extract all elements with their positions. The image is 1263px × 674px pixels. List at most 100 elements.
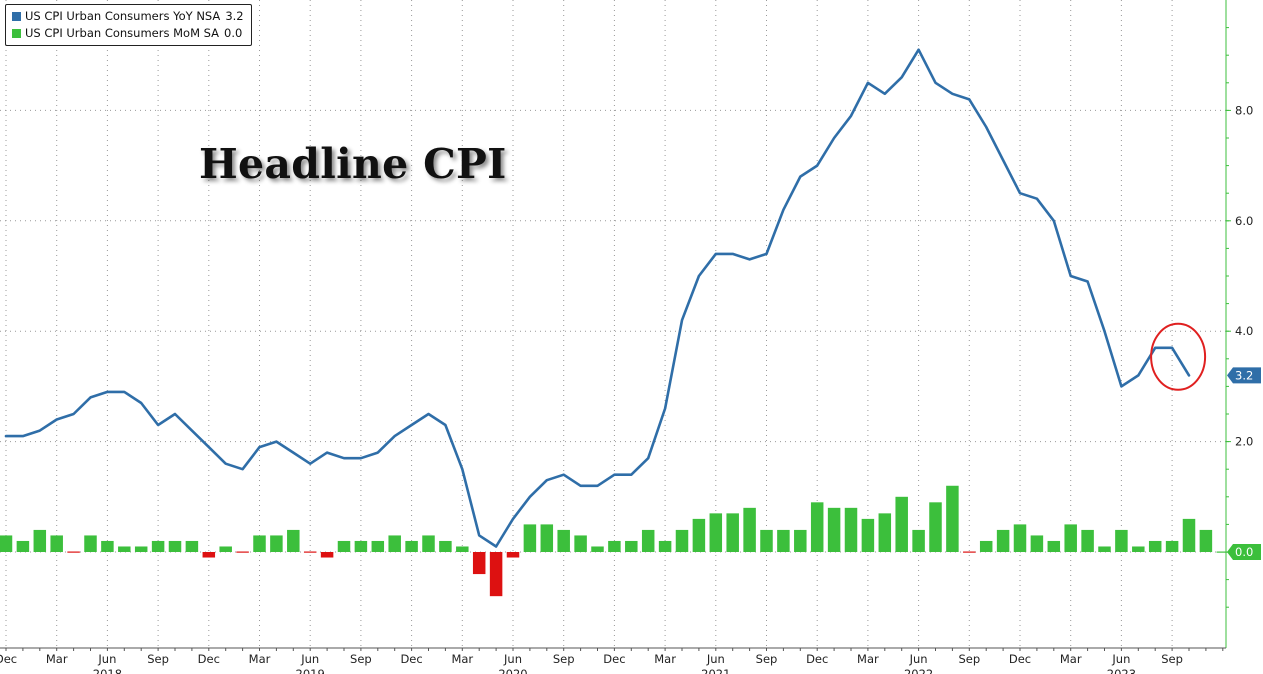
x-tick-label: Mar [857, 652, 879, 666]
mom-bar [709, 513, 723, 552]
x-year-label: 2020 [498, 667, 527, 674]
x-tick-label: Dec [603, 652, 625, 666]
mom-bar [1081, 529, 1094, 552]
x-year-label: 2023 [1107, 667, 1136, 674]
mom-bar [118, 546, 131, 552]
mom-bar [810, 502, 824, 552]
mom-bar [50, 535, 63, 552]
y-tick-label: 8.0 [1235, 103, 1253, 117]
x-tick-label: Sep [553, 652, 575, 666]
mom-bar [1098, 546, 1111, 552]
mom-bar [202, 552, 216, 558]
mom-bar [726, 513, 739, 552]
mom-bar [0, 535, 13, 552]
x-tick-label: Mar [654, 652, 676, 666]
mom-bar [456, 546, 469, 552]
mom-bar [946, 485, 959, 552]
x-tick-label: Sep [756, 652, 778, 666]
y-tick-label: 2.0 [1235, 435, 1253, 449]
x-tick-label: Dec [400, 652, 422, 666]
mom-bar [641, 529, 655, 552]
mom-bar [608, 540, 621, 552]
x-tick-label: Sep [1161, 652, 1183, 666]
mom-bar [472, 552, 486, 575]
mom-bar [337, 540, 351, 552]
annotations [1150, 322, 1207, 391]
badge-mom-last: 0.0 [1227, 544, 1261, 560]
mom-bar [1165, 540, 1179, 552]
mom-bar [1199, 529, 1213, 552]
mom-bar [912, 529, 925, 552]
mom-bar [760, 529, 773, 552]
yoy-line-series [4, 48, 1191, 548]
x-tick-label: Dec [0, 652, 17, 666]
badge-yoy-last: 3.2 [1227, 367, 1261, 384]
x-tick-label: Dec [806, 652, 828, 666]
x-tick-label: Jun [1111, 652, 1130, 666]
yoy-line [4, 48, 1191, 548]
mom-bar [827, 507, 841, 552]
mom-bar [861, 518, 875, 552]
legend-value-mom: 0.0 [224, 26, 243, 40]
mom-bar [996, 529, 1010, 552]
badge-yoy-last-text: 3.2 [1235, 368, 1253, 382]
x-tick-label: Sep [350, 652, 372, 666]
legend: US CPI Urban Consumers YoY NSA 3.2 US CP… [5, 4, 252, 46]
mom-bar [439, 540, 452, 552]
mom-bar [101, 540, 114, 552]
mom-bar [1216, 551, 1230, 553]
legend-swatch-mom [12, 29, 21, 38]
mom-bar [523, 524, 537, 552]
mom-bar [422, 535, 435, 552]
mom-bar [270, 535, 283, 552]
legend-value-yoy: 3.2 [225, 9, 244, 23]
legend-label-yoy: US CPI Urban Consumers YoY NSA [25, 9, 221, 23]
mom-bar [1132, 546, 1145, 552]
legend-swatch-yoy [12, 12, 21, 21]
mom-bar [1047, 540, 1061, 552]
mom-bar [489, 552, 503, 597]
x-tick-label: Mar [46, 652, 68, 666]
mom-bar [777, 529, 790, 552]
mom-bar [84, 535, 97, 552]
mom-bar [168, 540, 182, 552]
y-tick-label: 6.0 [1235, 214, 1253, 228]
badge-yoy-last-bg [1227, 367, 1261, 384]
legend-item-yoy: US CPI Urban Consumers YoY NSA 3.2 [12, 8, 244, 25]
x-year-label: 2019 [296, 667, 325, 674]
mom-bar [1030, 535, 1044, 552]
y-tick-label: 4.0 [1235, 324, 1253, 338]
mom-bars [0, 485, 1230, 597]
mom-bar [878, 513, 892, 552]
mom-bar [794, 529, 807, 552]
x-tick-label: Jun [909, 652, 928, 666]
mom-bar [743, 507, 756, 552]
mom-bar [33, 529, 47, 552]
mom-bar [67, 551, 80, 553]
mom-bar [963, 551, 976, 553]
x-tick-label: Jun [300, 652, 319, 666]
mom-bar [574, 535, 587, 552]
mom-bar [134, 546, 148, 552]
x-tick-label: Sep [958, 652, 980, 666]
mom-bar [371, 540, 385, 552]
mom-bar [287, 529, 300, 552]
mom-bar [1148, 540, 1162, 552]
x-tick-label: Jun [706, 652, 725, 666]
legend-item-mom: US CPI Urban Consumers MoM SA 0.0 [12, 25, 244, 42]
badge-mom-last-bg [1227, 544, 1261, 560]
x-tick-label: Mar [451, 652, 473, 666]
mom-bar [16, 540, 30, 552]
mom-bar [405, 540, 418, 552]
x-tick-label: Mar [249, 652, 271, 666]
badge-mom-last-text: 0.0 [1235, 545, 1253, 559]
mom-bar [692, 518, 706, 552]
mom-bar [219, 546, 232, 552]
mom-bar [625, 540, 638, 552]
x-tick-label: Jun [97, 652, 116, 666]
mom-bar [1064, 524, 1077, 552]
mom-bar [388, 535, 401, 552]
mom-bar [1013, 524, 1027, 552]
